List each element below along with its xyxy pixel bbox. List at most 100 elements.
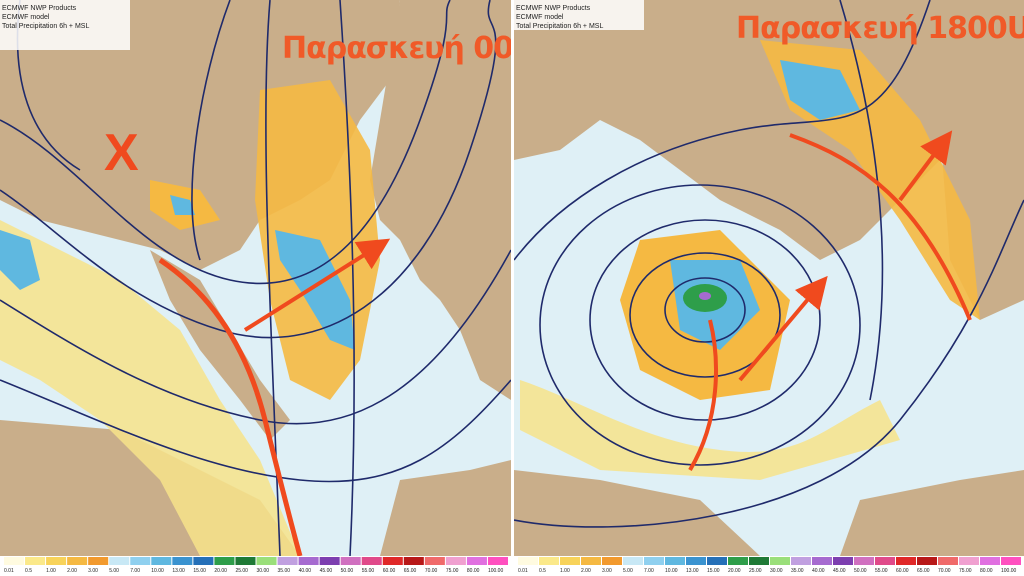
field-label: Total Precipitation 6h + MSL [516, 23, 603, 30]
legend-swatch [214, 557, 235, 565]
legend-label: 5.00 [623, 568, 633, 574]
legend-label: 25.00 [235, 568, 248, 574]
legend-label: 30.00 [257, 568, 270, 574]
legend-swatch [665, 557, 685, 565]
legend-swatch [466, 557, 487, 565]
model-label: ECMWF model [2, 14, 50, 21]
legend-label: 50.00 [341, 568, 354, 574]
legend-swatch [644, 557, 664, 565]
legend-label: 35.00 [278, 568, 291, 574]
legend-swatch [193, 557, 214, 565]
legend-swatch [382, 557, 403, 565]
legend: 0.01 0.5 1.00 2.00 3.00 5.00 7.00 10.00 13.00 15.… [518, 557, 1021, 574]
legend-label: 7.00 [130, 568, 140, 574]
legend-label: 45.00 [833, 568, 846, 574]
legend-label: 35.00 [791, 568, 804, 574]
legend-swatch [707, 557, 727, 565]
legend-swatch [298, 557, 319, 565]
legend-label: 3.00 [88, 568, 98, 574]
legend-label: 1.00 [46, 568, 56, 574]
legend: 0.01 0.5 1.00 2.00 3.00 5.00 7.00 10.00 13.00 15.… [4, 557, 508, 574]
legend-label: 70.00 [425, 568, 438, 574]
legend-label: 20.00 [214, 568, 227, 574]
legend-swatch [854, 557, 874, 565]
legend-label: 1.00 [560, 568, 570, 574]
legend-label: 10.00 [151, 568, 164, 574]
legend-swatch [539, 557, 559, 565]
time-annotation: Παρασκευή 1800UTC [736, 11, 1024, 46]
panel-divider [511, 0, 514, 576]
legend-swatch [980, 557, 1000, 565]
legend-swatch [1001, 557, 1021, 565]
legend-swatch [770, 557, 790, 565]
legend-swatch [791, 557, 811, 565]
legend-swatch [403, 557, 424, 565]
legend-swatch [235, 557, 256, 565]
legend-label: 30.00 [770, 568, 783, 574]
legend-label: 40.00 [299, 568, 312, 574]
legend-swatch [361, 557, 382, 565]
legend-swatch [875, 557, 895, 565]
legend-label: 75.00 [446, 568, 459, 574]
legend-swatch [560, 557, 580, 565]
legend-label: 2.00 [581, 568, 591, 574]
model-label: ECMWF model [516, 14, 564, 21]
legend-swatch [4, 557, 25, 565]
legend-swatch [812, 557, 832, 565]
legend-swatch [602, 557, 622, 565]
legend-swatch [938, 557, 958, 565]
legend-label: 45.00 [320, 568, 333, 574]
legend-label: 40.00 [812, 568, 825, 574]
legend-swatch [172, 557, 193, 565]
legend-label: 0.01 [4, 568, 14, 574]
legend-label: 60.00 [896, 568, 909, 574]
legend-swatch [340, 557, 361, 565]
legend-label: 60.00 [383, 568, 396, 574]
legend-swatch [686, 557, 706, 565]
legend-swatch [46, 557, 67, 565]
legend-swatch [424, 557, 445, 565]
legend-label: 70.00 [938, 568, 951, 574]
legend-swatch [623, 557, 643, 565]
product-label: ECMWF NWP Products [516, 5, 591, 12]
legend-label: 80.00 [467, 568, 480, 574]
legend-label: 80.00 [980, 568, 993, 574]
legend-label: 65.00 [404, 568, 417, 574]
legend-swatch [833, 557, 853, 565]
legend-label: 15.00 [193, 568, 206, 574]
legend-label: 55.00 [362, 568, 375, 574]
legend-label: 2.00 [67, 568, 77, 574]
legend-label: 100.00 [488, 568, 504, 574]
legend-swatch [728, 557, 748, 565]
legend-label: 75.00 [959, 568, 972, 574]
legend-swatch [25, 557, 46, 565]
legend-swatch [896, 557, 916, 565]
marker-x: X [104, 124, 139, 182]
legend-swatch [319, 557, 340, 565]
legend-swatch [917, 557, 937, 565]
legend-label: 0.5 [539, 568, 546, 574]
legend-label: 7.00 [644, 568, 654, 574]
legend-label: 100.00 [1001, 568, 1017, 574]
legend-label: 0.01 [518, 568, 528, 574]
legend-label: 65.00 [917, 568, 930, 574]
legend-swatch [518, 557, 538, 565]
legend-swatch [445, 557, 466, 565]
legend-swatch [959, 557, 979, 565]
right-panel [514, 0, 1024, 556]
legend-swatch [88, 557, 109, 565]
legend-label: 13.00 [172, 568, 185, 574]
legend-label: 50.00 [854, 568, 867, 574]
legend-label: 10.00 [665, 568, 678, 574]
legend-swatch [487, 557, 508, 565]
legend-label: 5.00 [109, 568, 119, 574]
legend-label: 13.00 [686, 568, 699, 574]
legend-swatch [749, 557, 769, 565]
left-panel [0, 0, 511, 556]
legend-swatch [151, 557, 172, 565]
field-label: Total Precipitation 6h + MSL [2, 23, 89, 30]
legend-label: 25.00 [749, 568, 762, 574]
legend-swatch [277, 557, 298, 565]
product-label: ECMWF NWP Products [2, 5, 77, 12]
